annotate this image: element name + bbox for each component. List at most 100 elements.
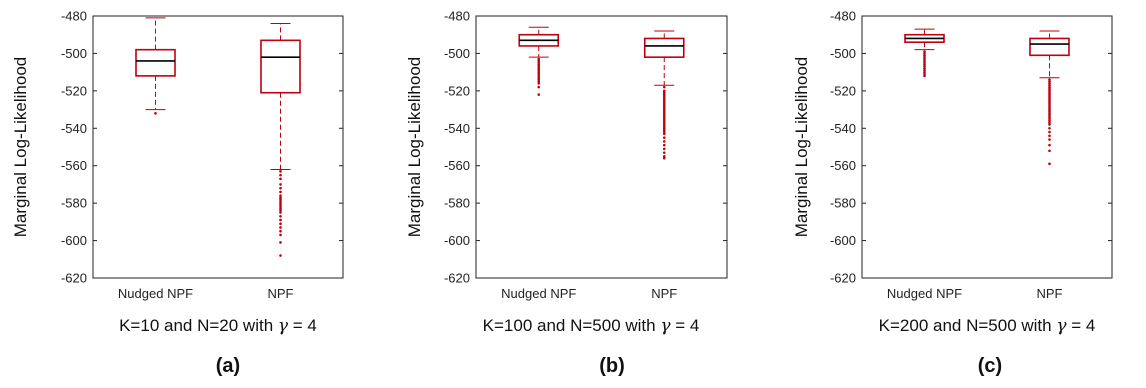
y-tick-label: -520 [61,83,87,98]
outlier-point [279,190,282,194]
outlier-point [537,68,541,72]
outlier-point [279,203,282,207]
outlier-point [662,93,666,96]
outlier-point [537,93,541,96]
outlier-point [279,194,282,197]
outlier-point [1048,121,1051,124]
iqr-box [260,39,301,94]
outlier-point [662,102,666,106]
panel-label: (a) [216,355,240,377]
outlier-point [1048,82,1051,85]
outlier-point [1048,89,1051,93]
panel-label: (c) [978,355,1002,377]
plot-area [475,15,728,279]
outlier-point [662,91,666,95]
outlier-point [662,121,666,124]
outlier-point [537,63,541,66]
outlier-point [537,76,541,80]
outlier-point [662,155,666,158]
outlier-point [662,95,666,98]
outlier-point [1048,119,1051,123]
caption-text: K=200 and N=500 with [879,316,1057,335]
y-tick-label: -600 [830,233,856,248]
outlier-point [662,119,666,123]
outlier-point [1048,138,1051,141]
outlier-point [923,70,926,74]
gamma-symbol: γ [1056,316,1067,336]
outlier-point [279,222,282,226]
outlier-point [279,214,282,218]
outlier-point [1048,85,1051,89]
outlier-point [923,68,926,72]
caption-text: K=10 and N=20 with [119,316,278,335]
box-2 [1029,30,1070,166]
outlier-point [1048,80,1051,83]
outlier-point [279,170,282,173]
outlier-point [923,54,926,57]
outlier-point [154,112,157,115]
y-tick-label: -560 [830,158,856,173]
outlier-point [1048,108,1051,111]
y-tick-label: -540 [830,121,856,136]
y-tick-label: -480 [61,9,87,24]
y-tick-label: -580 [61,196,87,211]
outlier-point [537,85,541,89]
outlier-point [1048,97,1051,100]
outlier-point [662,140,666,143]
y-tick-label: -600 [61,233,87,248]
outlier-point [279,199,282,203]
outlier-point [1048,106,1051,109]
outlier-point [1048,149,1051,153]
outlier-point [923,67,926,70]
outlier-point [279,205,282,209]
outlier-point [923,55,926,59]
outlier-point [1048,104,1051,108]
x-tick-label: Nudged NPF [118,286,193,301]
outlier-point [1048,130,1051,134]
x-tick-label: Nudged NPF [501,286,576,301]
panel-caption: K=200 and N=500 with γ = 4 [879,316,1096,336]
outlier-point [923,52,926,55]
y-tick-label: -560 [61,158,87,173]
box-1 [135,17,176,115]
y-tick-label: -580 [830,196,856,211]
y-tick-label: -540 [61,121,87,136]
outlier-point [1048,110,1051,113]
outlier-point [279,196,282,199]
outlier-point [662,147,666,151]
y-tick-label: -520 [444,83,470,98]
y-axis-label: Marginal Log-Likelihood [405,57,424,238]
y-tick-label: -600 [444,233,470,248]
outlier-point [279,186,282,190]
panel-caption: K=10 and N=20 with γ = 4 [119,316,317,336]
outlier-point [1048,100,1051,104]
outlier-point [279,173,282,177]
y-tick-label: -480 [444,9,470,24]
outlier-point [279,226,282,229]
outlier-point [279,209,282,212]
chart-panel-a: -480 -500 -520 -540 -560 -580 -600 -620 Marginal… [11,9,344,377]
outlier-point [923,63,926,66]
y-tick-label: -540 [444,121,470,136]
outlier-point [537,74,541,78]
outlier-point [279,211,282,214]
outlier-point [662,108,666,111]
outlier-point [662,130,666,134]
gamma-symbol: γ [278,316,289,336]
outlier-point [923,61,926,65]
outlier-point [537,67,541,70]
y-tick-label: -580 [444,196,470,211]
x-tick-label: Nudged NPF [887,286,962,301]
x-tick-label: NPF [1037,286,1063,301]
chart-panel-c: -480 -500 -520 -540 -560 -580 -600 -620 Marginal… [792,9,1113,377]
outlier-point [662,112,666,115]
y-tick-label: -520 [830,83,856,98]
caption-value: = 4 [1067,316,1096,335]
box-2 [643,30,685,160]
outlier-point [279,233,282,237]
y-tick-label: -500 [61,46,87,61]
box-2 [260,22,301,257]
y-tick-label: -500 [444,46,470,61]
outlier-point [923,50,926,53]
